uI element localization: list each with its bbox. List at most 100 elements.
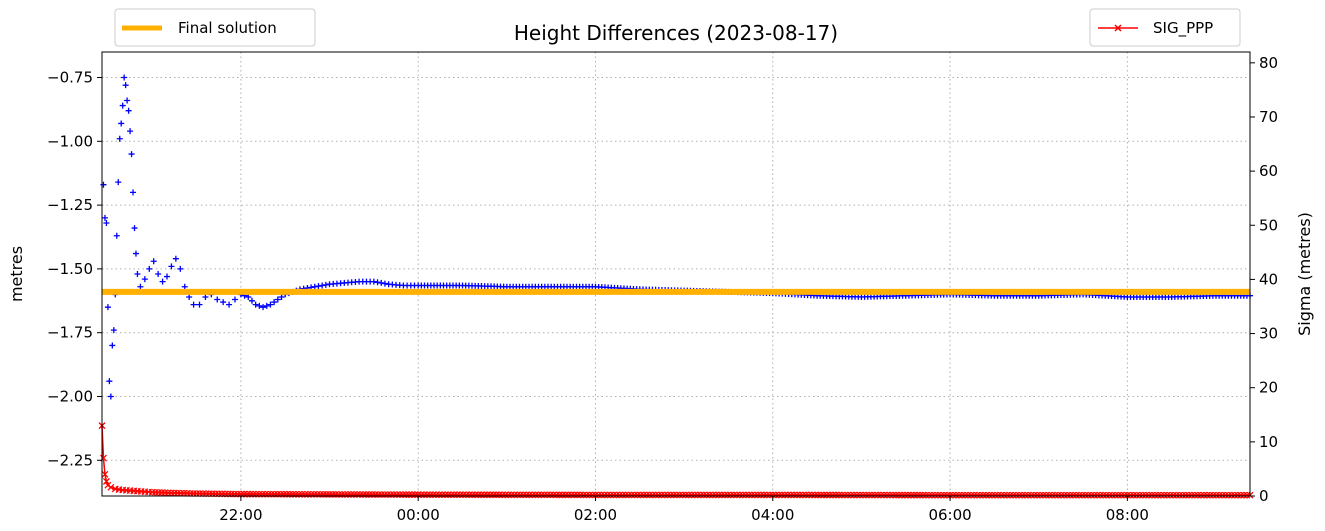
sig-ppp-point <box>931 491 939 499</box>
sig-ppp-point <box>934 491 942 499</box>
chart-title: Height Differences (2023-08-17) <box>514 21 838 45</box>
sig-ppp-point <box>997 491 1005 499</box>
sig-ppp-point <box>850 491 858 499</box>
height-point <box>177 265 184 272</box>
height-point <box>231 296 238 303</box>
sig-ppp-point <box>619 491 626 499</box>
sig-ppp-point <box>537 491 545 499</box>
sig-ppp-point <box>790 491 798 499</box>
sig-ppp-point <box>453 491 461 499</box>
sig-ppp-point <box>474 491 482 499</box>
height-point <box>155 271 162 277</box>
sig-ppp-point <box>586 491 593 499</box>
sig-ppp-point <box>1243 491 1251 499</box>
legend-final-solution: Final solution <box>114 8 316 47</box>
sig-ppp-point <box>625 491 632 499</box>
height-point <box>263 302 270 309</box>
sig-ppp-point <box>368 491 376 498</box>
y2-tick-label: 10 <box>1259 433 1278 451</box>
y-tick-label: −1.00 <box>47 132 93 150</box>
sig-ppp-point <box>658 491 666 499</box>
height-point <box>100 181 107 188</box>
sig-ppp-point <box>543 491 551 499</box>
sig-ppp-point <box>943 491 951 499</box>
sig-ppp-point <box>952 491 960 499</box>
height-point <box>125 107 132 114</box>
sig-ppp-point <box>877 491 885 499</box>
height-point <box>113 232 120 239</box>
sig-ppp-point <box>1009 491 1017 499</box>
sig-ppp-point <box>805 491 813 499</box>
sig-ppp-point <box>501 491 509 499</box>
sig-ppp-point <box>946 491 954 499</box>
sig-ppp-point <box>486 491 494 499</box>
height-point <box>101 214 108 221</box>
sig-ppp-point <box>814 491 822 499</box>
sig-ppp-point <box>1225 491 1232 499</box>
sig-ppp-point <box>703 491 711 499</box>
y-tick-label: −1.75 <box>47 324 93 342</box>
sig-ppp-point <box>1234 491 1242 499</box>
sig-ppp-point <box>1240 491 1248 499</box>
height-point <box>103 219 110 226</box>
sig-ppp-point <box>778 491 786 499</box>
sig-ppp-point <box>573 491 581 499</box>
sig-ppp-point <box>1194 491 1202 499</box>
sig-ppp-point <box>519 491 527 499</box>
sig-ppp-point <box>712 491 720 499</box>
sig-ppp-point <box>1145 491 1153 499</box>
sig-ppp-point <box>886 491 894 499</box>
sig-ppp-point <box>682 491 690 499</box>
sig-ppp-point <box>808 491 816 499</box>
sig-ppp-point <box>964 491 972 499</box>
sig-ppp-point <box>889 491 897 499</box>
sig-ppp-point <box>408 491 416 499</box>
height-point <box>172 255 179 262</box>
sig-ppp-point <box>1024 491 1032 499</box>
sig-ppp-point <box>646 491 654 499</box>
sig-ppp-point <box>979 491 987 499</box>
sig-ppp-point <box>601 491 608 499</box>
sig-ppp-point <box>101 470 109 478</box>
sig-ppp-point <box>549 491 557 499</box>
sig-ppp-point <box>652 491 660 499</box>
sig-ppp-point <box>567 491 575 499</box>
sig-ppp-point <box>772 491 780 499</box>
height-point <box>202 293 209 300</box>
sig-ppp-point <box>498 491 506 499</box>
sig-ppp-point <box>1042 491 1050 499</box>
height-point <box>159 278 166 285</box>
sig-ppp-point <box>967 491 975 499</box>
sig-ppp-point <box>1039 491 1047 499</box>
sig-ppp-point <box>829 491 837 499</box>
sig-ppp-point <box>910 491 918 499</box>
sig-ppp-point <box>856 491 864 499</box>
sig-ppp-point <box>420 491 428 499</box>
height-point <box>168 263 175 270</box>
sig-ppp-point <box>374 491 382 498</box>
sig-ppp-point <box>1130 491 1137 499</box>
sig-ppp-point <box>450 491 458 499</box>
sig-ppp-point <box>435 491 443 499</box>
sig-ppp-point <box>592 491 599 499</box>
y2-tick-label: 60 <box>1259 162 1278 180</box>
height-point <box>119 102 126 109</box>
sig-ppp-point <box>444 491 452 499</box>
sig-ppp-point <box>510 491 518 499</box>
sig-ppp-point <box>820 491 828 499</box>
y2-tick-label: 20 <box>1259 379 1278 397</box>
sig-ppp-point <box>504 491 512 499</box>
sig-ppp-point <box>973 491 981 499</box>
sig-ppp-point <box>787 491 795 499</box>
sig-ppp-point <box>1172 491 1180 499</box>
sig-ppp-point <box>489 491 497 499</box>
sig-ppp-point <box>676 491 684 499</box>
height-point <box>130 189 137 196</box>
sig-ppp-point <box>718 491 726 499</box>
sig-ppp-point <box>393 491 401 499</box>
sig-ppp-point <box>396 491 404 499</box>
sig-ppp-point <box>796 491 804 499</box>
legend-final-solution-box <box>114 8 316 47</box>
sig-ppp-point <box>1200 491 1208 499</box>
sig-ppp-point <box>1108 491 1116 499</box>
